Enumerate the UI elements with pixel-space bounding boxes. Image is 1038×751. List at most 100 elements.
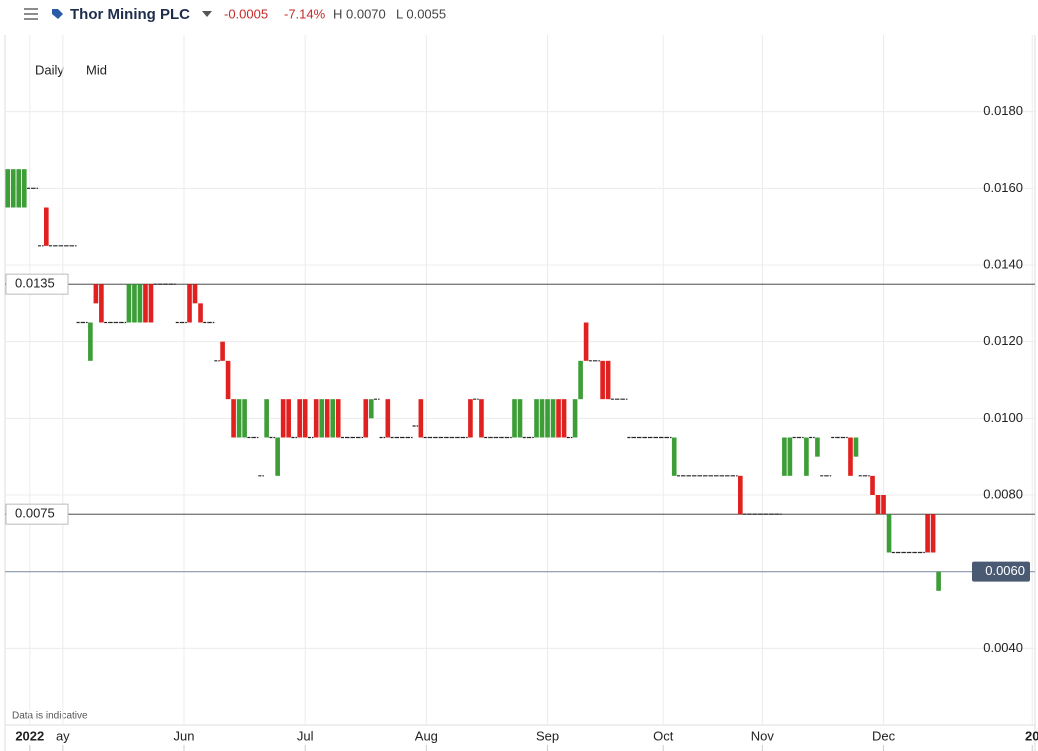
candle-body (21, 169, 27, 208)
candle-body (782, 437, 787, 476)
reference-label-box (5, 273, 69, 295)
candle-body (848, 437, 853, 476)
candle-body (313, 399, 319, 438)
y-tick-label: 0.0080 (983, 486, 1023, 501)
candle-body (126, 284, 132, 323)
change: -0.0005 (224, 6, 268, 21)
interval[interactable]: Daily (35, 62, 64, 77)
candle-body (198, 303, 203, 323)
y-tick-label: 0.0100 (983, 410, 1023, 425)
x-tick-label: Aug (415, 728, 438, 743)
y-tick-label: 0.0120 (983, 333, 1023, 348)
candle-body (187, 284, 192, 323)
x-tick-label: ay (56, 728, 70, 743)
candle-body (561, 399, 567, 438)
candle-body (231, 399, 236, 438)
candle-body (583, 322, 589, 361)
candle-body (137, 284, 143, 323)
reference-label-box (5, 503, 69, 525)
candle-body (925, 514, 930, 553)
candle-body (517, 399, 523, 438)
candle-body (930, 514, 936, 553)
high: H 0.0070 (333, 6, 386, 21)
x-tick-label: Nov (751, 728, 775, 743)
x-tick-label: Oct (653, 728, 674, 743)
candle-body (738, 475, 743, 515)
y-tick-label: 0.0040 (983, 640, 1023, 655)
candle-body (479, 399, 484, 438)
x-tick-label: Jun (174, 728, 195, 743)
candle-body (88, 322, 93, 361)
candle-body (418, 399, 424, 438)
candle-body (886, 514, 892, 553)
candle-body (534, 399, 539, 438)
candle-body (99, 284, 104, 323)
note: Data is indicative (12, 711, 88, 722)
candle-body (286, 399, 291, 438)
x-tick-label: 2022 (15, 728, 44, 743)
last-price-box (972, 561, 1030, 582)
candle-body (319, 399, 325, 438)
candle-body (550, 399, 556, 438)
candle-body (815, 437, 820, 457)
candle-body (280, 399, 286, 438)
candle-body (881, 495, 886, 515)
candle-body (335, 399, 341, 438)
candle-body (148, 284, 154, 323)
candle-body (330, 399, 336, 438)
x-tick-label: Sep (536, 728, 559, 743)
candle-body (143, 284, 148, 323)
x-tick-label: Dec (872, 728, 896, 743)
candle-body (43, 207, 49, 246)
y-tick-label: 0.0180 (983, 103, 1023, 118)
candle-body (605, 360, 611, 400)
change-pct: -7.14% (284, 6, 326, 21)
reference-label: 0.0075 (15, 506, 55, 521)
candle-body (324, 399, 330, 438)
candle-body (225, 360, 231, 400)
candle-body (556, 399, 561, 438)
tag-icon (52, 9, 63, 19)
candle-body (787, 437, 793, 476)
candle-body (5, 169, 11, 208)
candle-body (875, 495, 881, 515)
candle-body (468, 399, 473, 438)
reference-label: 0.0135 (15, 276, 55, 291)
price-type[interactable]: Mid (86, 62, 107, 77)
candle-body (671, 437, 677, 476)
candle-body (853, 437, 859, 457)
candle-body (870, 475, 875, 495)
candle-body (242, 399, 247, 438)
y-tick-label: 0.0140 (983, 256, 1023, 271)
candle-body (302, 399, 308, 438)
candle-body (192, 284, 198, 304)
candle-body (236, 399, 242, 438)
candle-body (297, 399, 302, 438)
candle-body (512, 399, 517, 438)
candle-body (363, 399, 369, 438)
candle-body (93, 284, 99, 304)
low: L 0.0055 (396, 6, 446, 21)
candle-body (385, 399, 391, 438)
x-tick-label: 20 (1025, 728, 1038, 743)
candle-body (368, 399, 374, 419)
candle-body (275, 437, 280, 476)
candle-body (936, 571, 941, 591)
menu-icon[interactable] (24, 8, 38, 20)
candle-body (545, 399, 550, 438)
candle-body (600, 360, 605, 400)
candle-body (264, 399, 269, 438)
candle-body (804, 437, 809, 476)
candle-body (572, 399, 578, 438)
candle-body (132, 284, 137, 323)
y-tick-label: 0.0160 (983, 180, 1023, 195)
candle-body (539, 399, 545, 438)
instrument-title[interactable]: Thor Mining PLC (70, 6, 190, 23)
candle-body (16, 169, 22, 208)
dropdown-arrow[interactable] (202, 11, 212, 17)
candle-body (220, 341, 225, 361)
candle-body (578, 360, 583, 400)
